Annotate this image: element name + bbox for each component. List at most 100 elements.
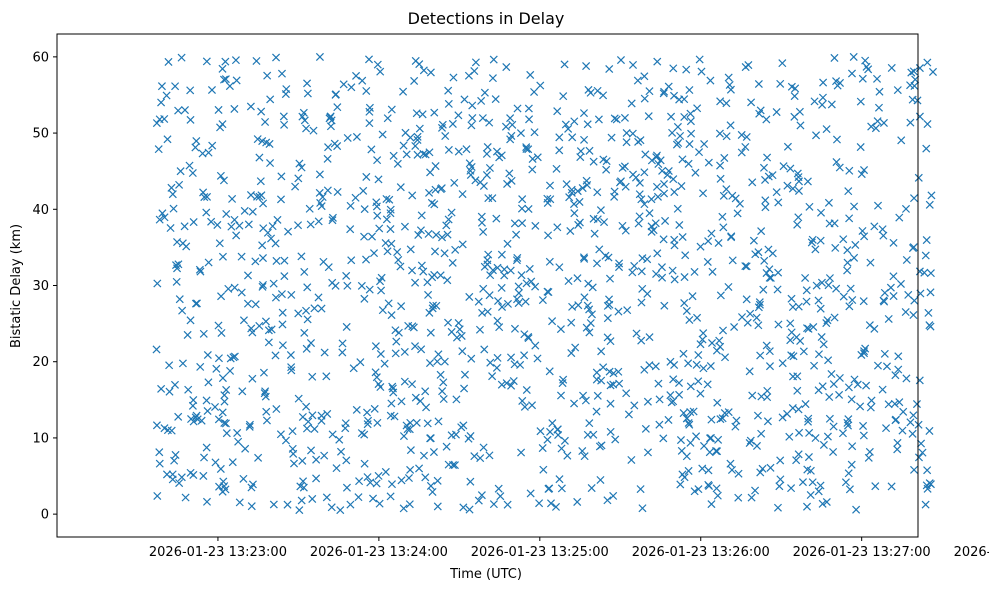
data-point (220, 391, 229, 400)
data-point (787, 82, 796, 91)
data-point (926, 288, 935, 297)
data-point (227, 222, 236, 231)
y-tick-label: 30 (32, 279, 49, 294)
data-point (447, 327, 456, 336)
data-point (635, 212, 644, 221)
data-point (202, 208, 211, 217)
data-point (606, 337, 615, 346)
data-point (372, 479, 381, 488)
data-point (566, 226, 575, 236)
data-point (154, 145, 163, 154)
data-point (835, 163, 844, 172)
y-tick-label: 60 (32, 50, 49, 65)
data-point (719, 223, 728, 232)
data-point (908, 244, 917, 253)
data-point (822, 319, 831, 328)
data-point (696, 242, 705, 251)
data-point (225, 82, 234, 91)
data-point (746, 309, 755, 318)
data-point (909, 411, 918, 420)
data-point (910, 194, 919, 203)
data-point (381, 467, 390, 476)
data-point (401, 128, 410, 137)
data-point (761, 203, 770, 212)
data-point (503, 299, 512, 308)
data-point (686, 117, 695, 126)
data-point (382, 194, 391, 203)
data-point (582, 62, 591, 71)
data-point (618, 163, 627, 172)
data-point (419, 66, 428, 75)
data-point (433, 476, 442, 485)
data-point (323, 409, 332, 418)
data-point (188, 168, 197, 178)
data-point (819, 440, 828, 449)
data-point (512, 256, 521, 265)
data-point (462, 145, 471, 154)
data-point (245, 422, 254, 431)
data-point (875, 87, 884, 96)
data-point (563, 451, 572, 460)
data-point (809, 322, 818, 332)
data-point (753, 411, 762, 420)
data-point (680, 273, 689, 282)
data-point (429, 448, 438, 457)
data-point (502, 379, 511, 388)
data-point (408, 380, 417, 389)
data-point (614, 307, 623, 316)
data-point (394, 255, 403, 264)
data-point (805, 428, 814, 437)
data-point (306, 339, 316, 348)
data-point (258, 282, 267, 291)
data-point (428, 273, 437, 282)
data-point (793, 386, 802, 395)
data-point (213, 220, 222, 229)
data-point (922, 481, 931, 490)
data-point (476, 454, 485, 463)
data-point (747, 493, 756, 502)
y-tick-label: 0 (41, 508, 49, 523)
data-point (388, 382, 397, 391)
data-point (546, 427, 555, 436)
data-point (653, 249, 662, 258)
data-point (832, 284, 841, 293)
data-point (894, 365, 903, 374)
data-point (682, 414, 691, 423)
data-point (583, 120, 592, 129)
data-point (844, 383, 853, 392)
data-point (695, 148, 704, 157)
data-point (162, 91, 171, 100)
data-point (638, 504, 647, 513)
data-point (286, 351, 295, 360)
data-point (844, 469, 853, 478)
data-point (845, 166, 854, 175)
data-point (737, 313, 747, 322)
data-point (266, 95, 275, 104)
data-point (443, 230, 452, 239)
data-point (158, 209, 167, 218)
data-point (772, 108, 781, 117)
data-point (449, 73, 458, 82)
data-point (606, 399, 615, 408)
data-point (575, 218, 584, 227)
data-point (880, 288, 889, 297)
data-point (203, 406, 212, 416)
data-point (726, 459, 735, 468)
data-point (615, 259, 624, 268)
data-point (172, 277, 181, 286)
data-point (643, 289, 652, 298)
data-point (880, 349, 889, 358)
data-point (231, 56, 240, 65)
data-point (525, 115, 534, 124)
data-point (241, 444, 250, 453)
data-point (818, 93, 827, 102)
data-point (383, 114, 392, 123)
data-point (315, 188, 324, 197)
data-point (508, 120, 517, 129)
data-point (575, 197, 584, 206)
data-point (320, 451, 329, 460)
data-point (762, 341, 771, 350)
data-point (745, 438, 754, 448)
data-point (512, 295, 522, 304)
data-point (155, 215, 164, 224)
